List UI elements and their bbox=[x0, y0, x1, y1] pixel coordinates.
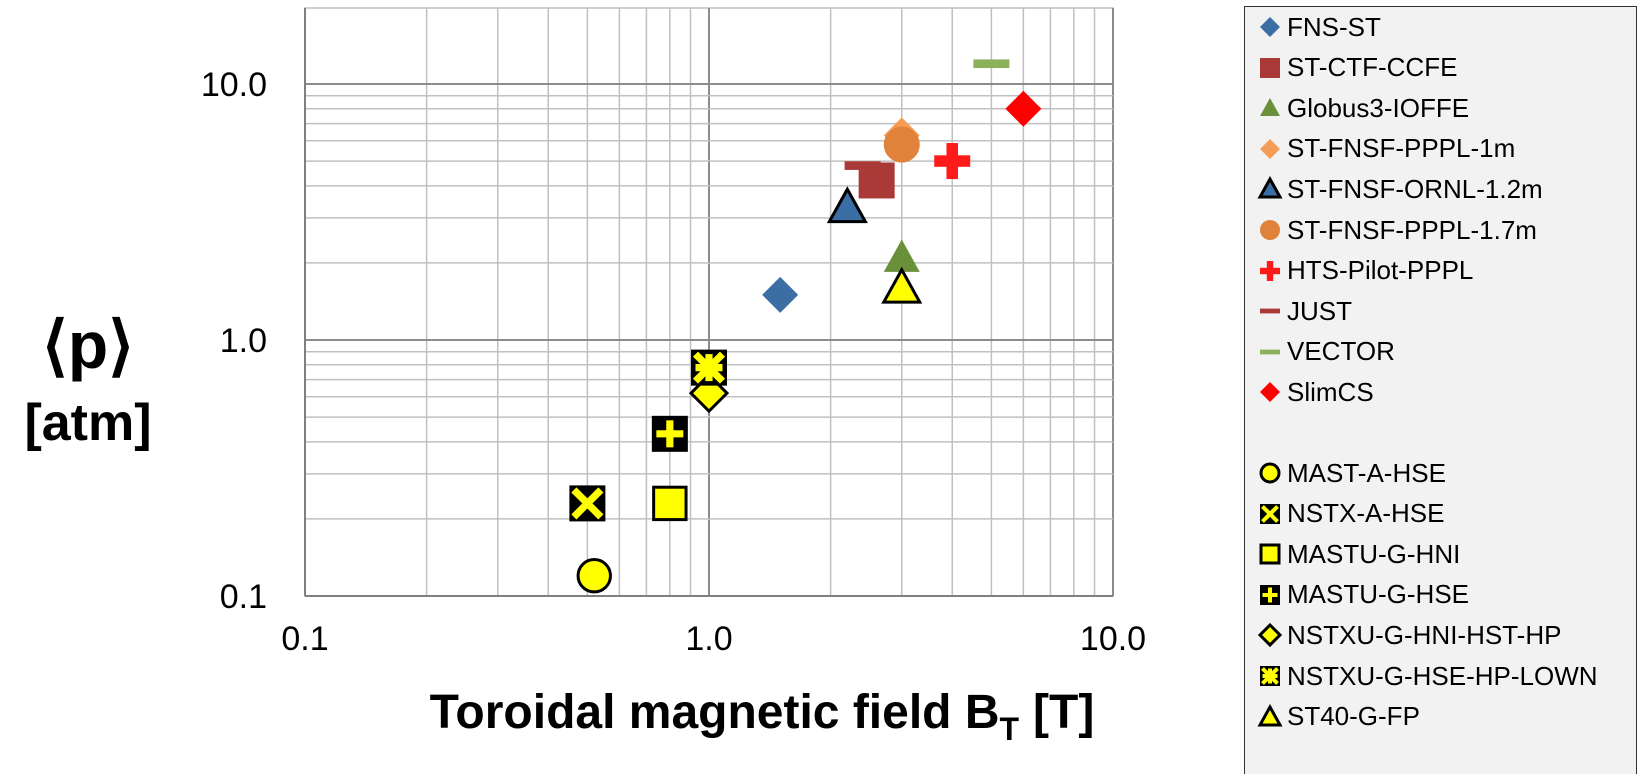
legend-marker bbox=[1260, 382, 1280, 403]
legend-item: ST-FNSF-PPPL-1.7m bbox=[1257, 212, 1537, 248]
y-tick-label: 0.1 bbox=[220, 578, 267, 616]
legend-item: ST-FNSF-PPPL-1m bbox=[1257, 131, 1515, 167]
data-point-mastu-g-hse bbox=[651, 415, 688, 452]
legend-item: JUST bbox=[1257, 293, 1352, 329]
legend-item: FNS-ST bbox=[1257, 9, 1381, 45]
gridlines bbox=[304, 7, 1114, 597]
legend-item: ST-FNSF-ORNL-1.2m bbox=[1257, 171, 1543, 207]
legend-label: MASTU-G-HNI bbox=[1287, 538, 1461, 569]
legend-marker bbox=[1260, 138, 1280, 159]
x-tick-label: 0.1 bbox=[281, 620, 328, 658]
data-point-vector bbox=[973, 59, 1010, 69]
legend-label: NSTXU-G-HNI-HST-HP bbox=[1287, 619, 1562, 650]
legend-marker bbox=[1257, 176, 1283, 199]
legend-label: HTS-Pilot-PPPL bbox=[1287, 255, 1474, 286]
legend-item: NSTX-A-HSE bbox=[1257, 496, 1444, 532]
data-point-st40-g-fp bbox=[881, 266, 923, 304]
legend: FNS-ST ST-CTF-CCFE Globus3-IOFFE ST-FNSF-PP… bbox=[1244, 6, 1637, 774]
data-point-st-fnsf-pppl-1-7m bbox=[883, 126, 920, 163]
legend-item: NSTXU-G-HNI-HST-HP bbox=[1257, 617, 1561, 653]
legend-label: ST-FNSF-PPPL-1m bbox=[1287, 133, 1516, 164]
legend-marker bbox=[1259, 543, 1281, 565]
x-axis-label: Toroidal magnetic field BT [T] bbox=[430, 686, 1095, 747]
legend-item: HTS-Pilot-PPPL bbox=[1257, 253, 1473, 289]
legend-item: ST40-G-FP bbox=[1257, 699, 1420, 735]
legend-label: FNS-ST bbox=[1287, 11, 1381, 42]
legend-marker bbox=[1260, 666, 1280, 686]
legend-item: SlimCS bbox=[1257, 374, 1374, 410]
legend-label: JUST bbox=[1287, 295, 1352, 326]
legend-marker bbox=[1260, 260, 1280, 281]
legend-marker bbox=[1260, 308, 1280, 314]
legend-marker bbox=[1260, 98, 1280, 117]
legend-marker bbox=[1259, 462, 1281, 484]
legend-label: MAST-A-HSE bbox=[1287, 457, 1446, 488]
legend-marker bbox=[1260, 17, 1280, 37]
tick-labels: 0.1 1.0 10.0 0.1 1.0 10.0 bbox=[201, 66, 1146, 658]
legend-item: VECTOR bbox=[1257, 334, 1395, 370]
legend-marker bbox=[1260, 220, 1280, 240]
y-axis-label-unit: [atm] bbox=[24, 394, 151, 452]
legend-label: ST-FNSF-PPPL-1.7m bbox=[1287, 214, 1537, 245]
legend-item: MASTU-G-HSE bbox=[1257, 577, 1469, 613]
y-tick-label: 1.0 bbox=[220, 322, 267, 360]
data-point-just bbox=[844, 161, 881, 170]
x-tick-label: 10.0 bbox=[1080, 620, 1146, 658]
chart-plot: 0.1 1.0 10.0 0.1 1.0 10.0 Toroidal magnetic f… bbox=[24, 7, 1146, 747]
data-point-hts-pilot-pppl bbox=[934, 143, 971, 180]
legend-label: ST-FNSF-ORNL-1.2m bbox=[1287, 173, 1543, 204]
data-point-slimcs bbox=[1005, 90, 1042, 127]
data-point-nstx-a-hse bbox=[569, 485, 606, 522]
legend-label: VECTOR bbox=[1287, 336, 1395, 367]
data-point-nstxu-g-hse-hp-lown bbox=[691, 349, 727, 386]
data-point-fns-st bbox=[762, 276, 799, 313]
legend-marker bbox=[1257, 623, 1283, 648]
legend-label: NSTXU-G-HSE-HP-LOWN bbox=[1287, 660, 1598, 691]
legend-label: ST-CTF-CCFE bbox=[1287, 52, 1458, 83]
legend-label: SlimCS bbox=[1287, 376, 1374, 407]
data-points bbox=[569, 59, 1042, 594]
x-tick-label: 1.0 bbox=[685, 620, 732, 658]
legend-marker bbox=[1260, 503, 1280, 524]
legend-item: Globus3-IOFFE bbox=[1257, 90, 1469, 126]
data-point-mastu-g-hni bbox=[652, 485, 688, 522]
legend-item: NSTXU-G-HSE-HP-LOWN bbox=[1257, 658, 1598, 694]
legend-label: Globus3-IOFFE bbox=[1287, 92, 1470, 123]
legend-item: MASTU-G-HNI bbox=[1257, 536, 1460, 572]
legend-label: NSTX-A-HSE bbox=[1287, 498, 1445, 529]
legend-marker bbox=[1260, 349, 1280, 355]
legend-marker bbox=[1260, 584, 1280, 605]
data-point-globus3-ioffe bbox=[883, 239, 920, 272]
y-tick-label: 10.0 bbox=[201, 66, 267, 104]
legend-marker bbox=[1257, 703, 1283, 727]
data-point-st-fnsf-ornl-1-2m bbox=[826, 186, 868, 224]
y-axis-label-main: ⟨p⟩ bbox=[42, 308, 134, 382]
legend-item: MAST-A-HSE bbox=[1257, 455, 1446, 491]
legend-marker bbox=[1260, 57, 1280, 78]
legend-label: ST40-G-FP bbox=[1287, 701, 1420, 732]
legend-label: MASTU-G-HSE bbox=[1287, 579, 1469, 610]
data-point-mast-a-hse bbox=[576, 558, 612, 594]
legend-item: ST-CTF-CCFE bbox=[1257, 50, 1457, 86]
axes bbox=[304, 8, 1113, 597]
